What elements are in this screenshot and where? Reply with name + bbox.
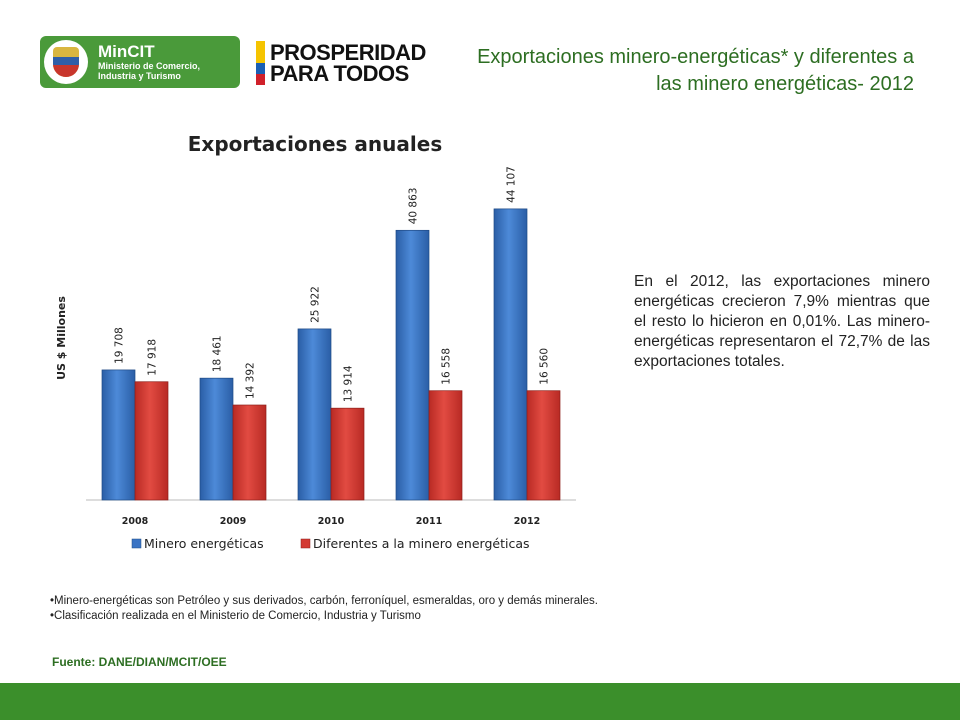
prosperidad-logo-line2: PARA TODOS bbox=[270, 61, 409, 86]
bar-diferentes-2012 bbox=[526, 390, 561, 501]
prosperidad-logo: PROSPERIDAD PARA TODOS bbox=[256, 40, 431, 86]
x-tick-label-2010: 2010 bbox=[318, 516, 345, 527]
bar-diferentes-2008 bbox=[134, 381, 169, 501]
x-tick-label-2009: 2009 bbox=[220, 516, 246, 527]
bar-diferentes-2010 bbox=[330, 407, 365, 501]
chart-title: Exportaciones anuales bbox=[187, 132, 443, 156]
prosperidad-logo-line1: PROSPERIDAD bbox=[270, 40, 426, 65]
y-axis-label: US $ Millones bbox=[55, 296, 68, 380]
bar-diferentes-2009 bbox=[232, 404, 267, 501]
legend-label-minero: Minero energéticas bbox=[144, 536, 264, 551]
mincit-logo: MinCIT Ministerio de Comercio, Industria… bbox=[40, 36, 240, 88]
data-label-diferentes-2011: 16 558 bbox=[441, 348, 453, 385]
data-label-minero-2011: 40 863 bbox=[408, 188, 420, 225]
flag-stripes-icon bbox=[256, 41, 265, 85]
legend-swatch-minero bbox=[131, 538, 142, 549]
bar-diferentes-2011 bbox=[428, 390, 463, 501]
data-label-diferentes-2010: 13 914 bbox=[343, 365, 355, 402]
bar-minero-2012 bbox=[493, 208, 528, 501]
mincit-logo-title: MinCIT bbox=[98, 42, 155, 61]
data-label-diferentes-2008: 17 918 bbox=[147, 339, 159, 376]
data-label-minero-2010: 25 922 bbox=[310, 286, 322, 323]
data-label-minero-2009: 18 461 bbox=[212, 335, 224, 372]
data-label-minero-2008: 19 708 bbox=[114, 327, 126, 364]
bar-chart: US $ Millones 19 708 17 918 2008 18 461 14 39… bbox=[55, 166, 576, 551]
source-note: Fuente: DANE/DIAN/MCIT/OEE bbox=[52, 655, 227, 669]
footnotes: •Minero-energéticas son Petróleo y sus d… bbox=[50, 594, 598, 624]
mincit-logo-subtitle-2: Industria y Turismo bbox=[98, 71, 181, 81]
legend-label-diferentes: Diferentes a la minero energéticas bbox=[313, 536, 530, 551]
legend-swatch-diferentes bbox=[300, 538, 311, 549]
data-label-minero-2012: 44 107 bbox=[506, 166, 518, 203]
bar-minero-2009 bbox=[199, 377, 234, 501]
data-label-diferentes-2012: 16 560 bbox=[539, 348, 551, 385]
bar-minero-2008 bbox=[101, 369, 136, 501]
bar-minero-2011 bbox=[395, 229, 430, 501]
bar-minero-2010 bbox=[297, 328, 332, 501]
x-tick-label-2012: 2012 bbox=[514, 516, 540, 527]
footer-bar bbox=[0, 683, 960, 720]
coat-of-arms-icon bbox=[44, 40, 88, 84]
mincit-logo-subtitle-1: Ministerio de Comercio, bbox=[98, 61, 201, 71]
data-label-diferentes-2009: 14 392 bbox=[245, 362, 257, 399]
footnote-2: •Clasificación realizada en el Ministeri… bbox=[50, 610, 421, 622]
footnote-1: •Minero-energéticas son Petróleo y sus d… bbox=[50, 595, 598, 607]
x-tick-label-2011: 2011 bbox=[416, 516, 442, 527]
slide-title: Exportaciones minero-energéticas* y dife… bbox=[477, 46, 914, 95]
x-tick-label-2008: 2008 bbox=[122, 516, 149, 527]
analysis-text: En el 2012, las exportaciones minero ene… bbox=[634, 273, 930, 370]
